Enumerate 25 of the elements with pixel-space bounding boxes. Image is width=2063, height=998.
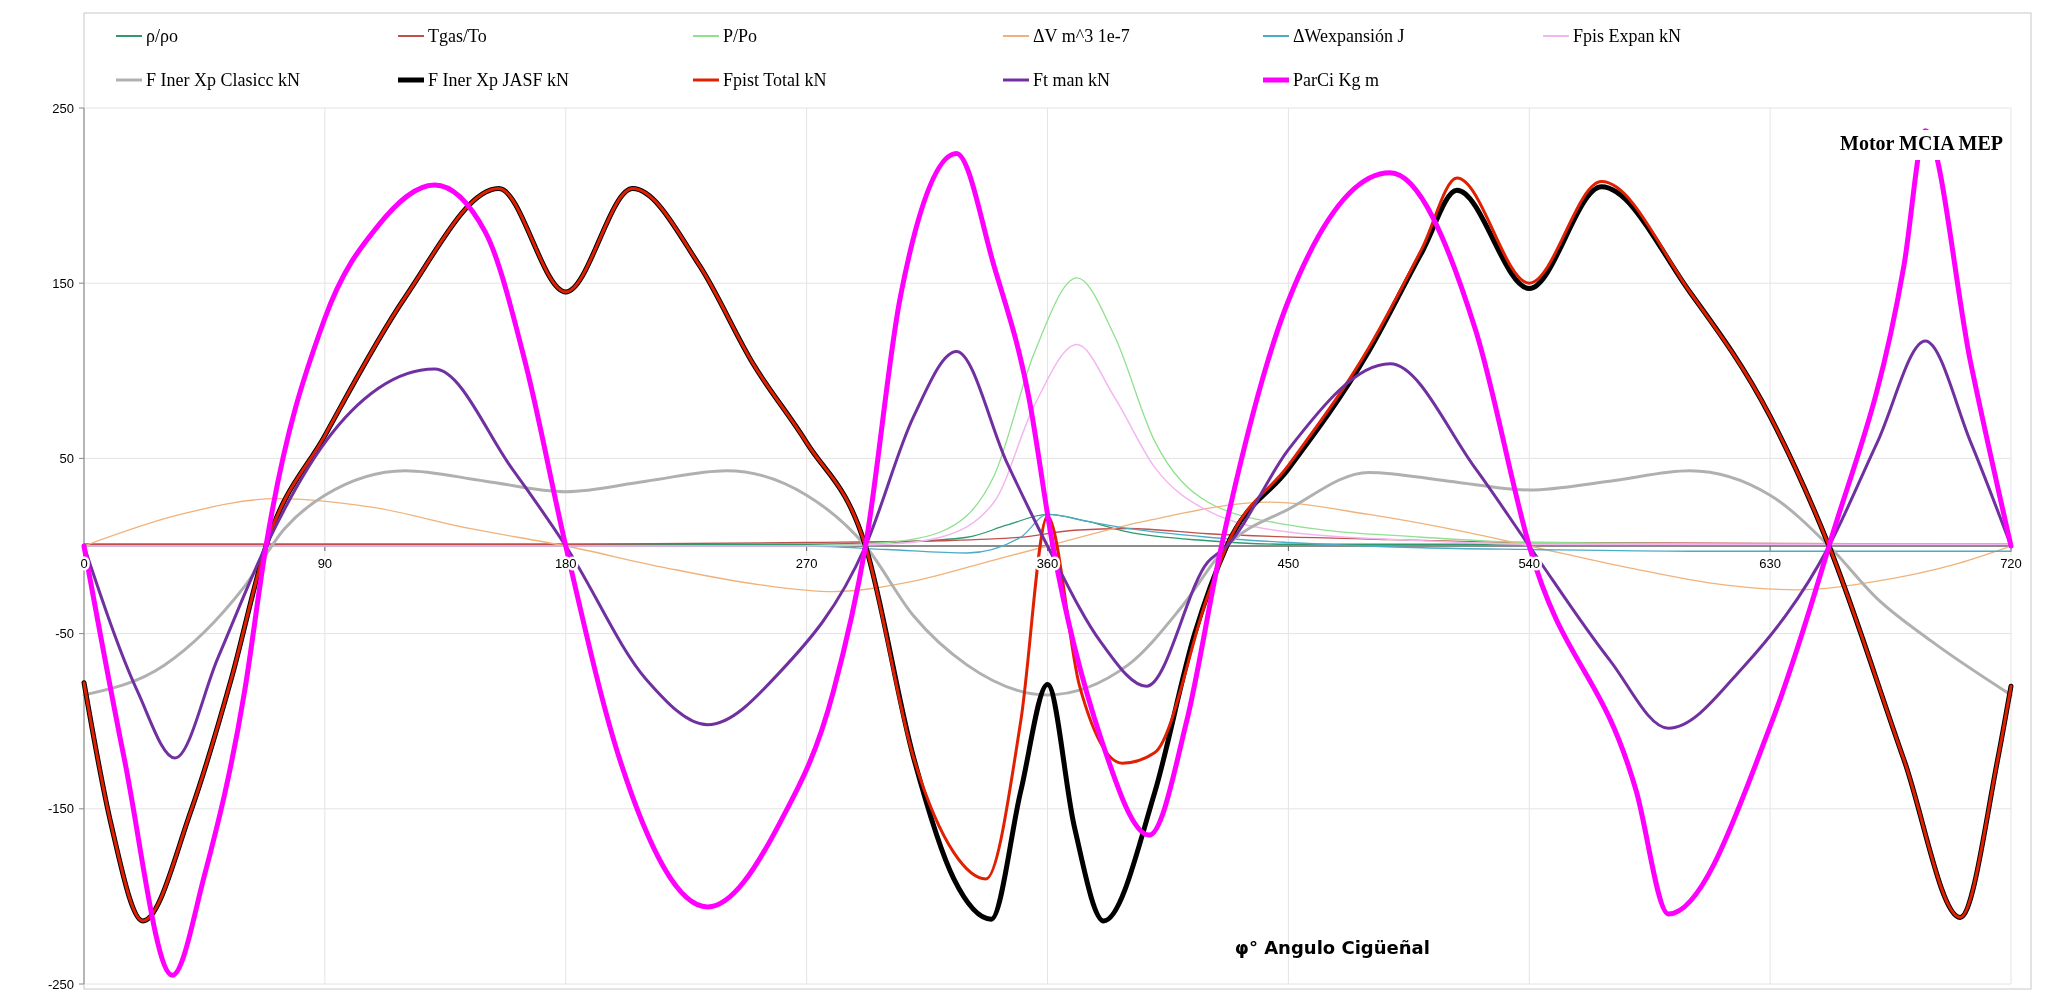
x-tick-label: 720 <box>2000 556 2022 571</box>
legend-label: F Iner Xp Clasicc kN <box>146 70 300 91</box>
x-tick-label: 270 <box>795 556 818 571</box>
legend-label: ρ/ρo <box>146 26 178 47</box>
legend-label: ParCi Kg m <box>1293 70 1380 91</box>
legend-label: Fpis Expan kN <box>1573 26 1681 47</box>
legend-label: Ft man kN <box>1033 70 1111 91</box>
x-axis-title: φ° Angulo Cigüeñal <box>1234 937 1430 958</box>
legend-label: Tgas/To <box>428 26 487 47</box>
y-tick-label: 50 <box>59 450 74 466</box>
legend-label: Fpist Total kN <box>723 70 827 91</box>
x-tick-label: 450 <box>1277 556 1300 571</box>
y-tick-label: -250 <box>47 976 74 992</box>
y-tick-label: -50 <box>55 626 74 642</box>
x-tick-label: 630 <box>1759 556 1781 571</box>
x-tick-label: 0 <box>80 556 88 571</box>
y-tick-label: -150 <box>47 801 74 817</box>
y-tick-label: 250 <box>52 100 74 116</box>
text: Motor MCIA MEP <box>1840 132 2003 154</box>
legend-label: ΔV m^3 1e-7 <box>1033 26 1130 47</box>
legend-label: ΔWexpansión J <box>1293 26 1405 47</box>
y-tick-label: 150 <box>52 275 74 291</box>
legend-label: F Iner Xp JASF kN <box>428 70 570 91</box>
legend-label: P/Po <box>723 26 758 47</box>
x-tick-label: 90 <box>317 556 333 571</box>
